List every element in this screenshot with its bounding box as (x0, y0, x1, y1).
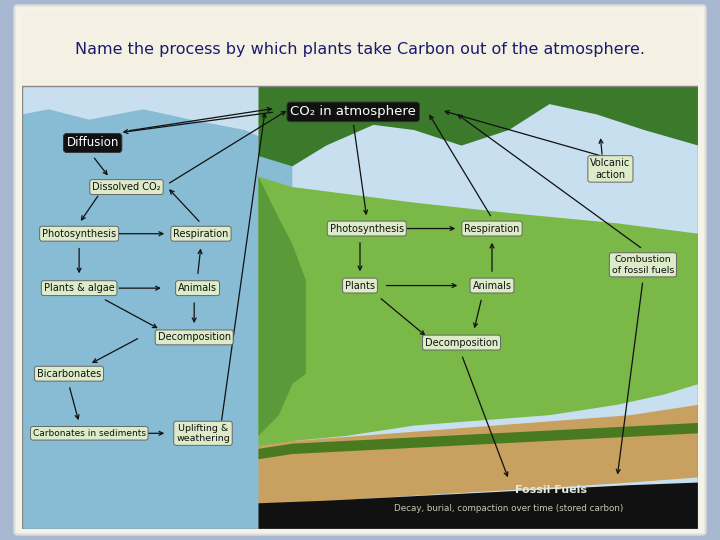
Text: Diffusion: Diffusion (66, 137, 119, 150)
Text: Plants: Plants (345, 281, 375, 291)
Text: Combustion
of fossil fuels: Combustion of fossil fuels (612, 255, 674, 274)
Polygon shape (258, 86, 698, 166)
Text: Uplifting &
weathering: Uplifting & weathering (176, 423, 230, 443)
Text: Volcanic
action: Volcanic action (590, 158, 631, 180)
Text: Carbonates in sediments: Carbonates in sediments (33, 429, 145, 438)
Text: Animals: Animals (472, 281, 511, 291)
Text: Photosynthesis: Photosynthesis (330, 224, 404, 233)
Text: Fossil Fuels: Fossil Fuels (515, 485, 587, 495)
Polygon shape (258, 405, 698, 503)
FancyBboxPatch shape (22, 11, 698, 86)
Text: Respiration: Respiration (174, 229, 229, 239)
Text: Animals: Animals (178, 283, 217, 293)
Text: Decomposition: Decomposition (425, 338, 498, 348)
Text: Respiration: Respiration (464, 224, 520, 233)
FancyBboxPatch shape (22, 86, 698, 529)
Polygon shape (258, 86, 698, 446)
Text: Bicarbonates: Bicarbonates (37, 369, 101, 379)
Polygon shape (22, 109, 292, 529)
Polygon shape (258, 483, 698, 529)
Text: Photosynthesis: Photosynthesis (42, 229, 116, 239)
Polygon shape (258, 423, 698, 459)
Text: Name the process by which plants take Carbon out of the atmosphere.: Name the process by which plants take Ca… (75, 42, 645, 57)
Text: Plants & algae: Plants & algae (44, 283, 114, 293)
Text: CO₂ in atmosphere: CO₂ in atmosphere (290, 105, 416, 118)
Text: Decay, burial, compaction over time (stored carbon): Decay, burial, compaction over time (sto… (395, 504, 624, 513)
Text: Dissolved CO₂: Dissolved CO₂ (92, 182, 161, 192)
Polygon shape (258, 177, 306, 436)
Text: Decomposition: Decomposition (158, 333, 230, 342)
